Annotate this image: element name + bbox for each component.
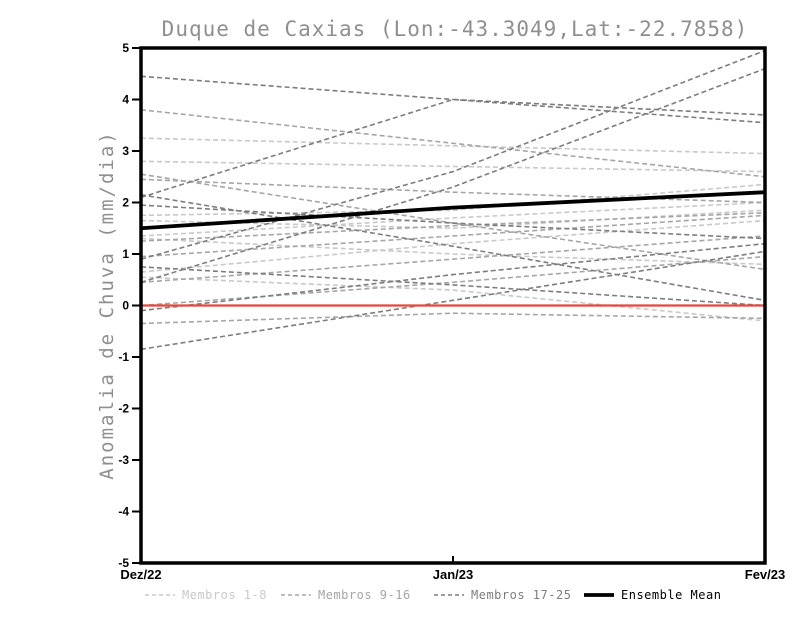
plot-frame: [139, 46, 767, 565]
ensemble-member-line-group3: [140, 67, 766, 284]
y-tick-label: 1: [122, 247, 129, 261]
legend-item-label: Membros 1-8: [182, 588, 267, 602]
y-tick-label: 0: [122, 299, 129, 313]
chart-title: Duque de Caxias (Lon:-43.3049,Lat:-22.78…: [162, 17, 749, 41]
ensemble-member-line-group3: [140, 49, 766, 260]
ensemble-member-line-group1: [140, 237, 766, 266]
y-tick-label: 5: [122, 41, 129, 55]
series-layer: [140, 49, 766, 351]
y-tick-label: -3: [118, 453, 129, 467]
ensemble-member-line-group3: [140, 266, 766, 307]
ensemble-member-line-group3: [140, 75, 766, 124]
y-tick-label: 4: [122, 93, 129, 107]
ensemble-member-line-group2: [140, 235, 766, 284]
ensemble-member-line-group3: [140, 98, 766, 199]
ensemble-member-line-group1: [140, 219, 766, 273]
ensemble-member-line-group3: [140, 250, 766, 351]
ensemble-member-line-group2: [140, 255, 766, 307]
y-tick-label: 2: [122, 196, 129, 210]
legend-item-label: Membros 9-16: [318, 588, 411, 602]
chart-legend: Membros 1-8 Membros 9-16 Membros 17-25 Ense…: [145, 588, 721, 602]
legend-item: Membros 17-25: [434, 588, 571, 602]
ensemble-member-line-group1: [140, 183, 766, 217]
ensemble-member-line-group2: [140, 109, 766, 178]
y-axis-label: Anomalia de Chuva (mm/dia): [96, 130, 118, 479]
ensemble-member-line-group1: [140, 137, 766, 155]
y-tick-label: -4: [118, 505, 129, 519]
legend-item-label: Ensemble Mean: [621, 588, 721, 602]
x-tick-label: Jan/23: [433, 567, 473, 582]
legend-item: Ensemble Mean: [584, 588, 721, 602]
axis-frame: [139, 46, 767, 565]
ensemble-member-line-group2: [140, 214, 766, 258]
ensemble-member-line-group1: [140, 160, 766, 173]
legend-item: Membros 9-16: [281, 588, 411, 602]
x-tick-label: Fev/23: [745, 567, 785, 582]
ensemble-member-line-group3: [140, 204, 766, 240]
y-tick-label: -2: [118, 402, 129, 416]
y-tick-label: -5: [118, 556, 129, 570]
ensemble-member-line-group1: [140, 276, 766, 322]
ensemble-member-line-group3: [140, 242, 766, 312]
x-tick-label: Dez/22: [120, 567, 161, 582]
ensemble-mean-line: [140, 190, 766, 231]
ensemble-member-line-group3: [140, 193, 766, 302]
ensemble-member-line-group2: [140, 212, 766, 242]
ensemble-member-line-group2: [140, 178, 766, 204]
legend-item-label: Membros 17-25: [471, 588, 571, 602]
y-tick-label: 3: [122, 144, 129, 158]
y-tick-label: -1: [118, 350, 129, 364]
ensemble-member-line-group2: [140, 312, 766, 325]
legend-item: Membros 1-8: [145, 588, 267, 602]
